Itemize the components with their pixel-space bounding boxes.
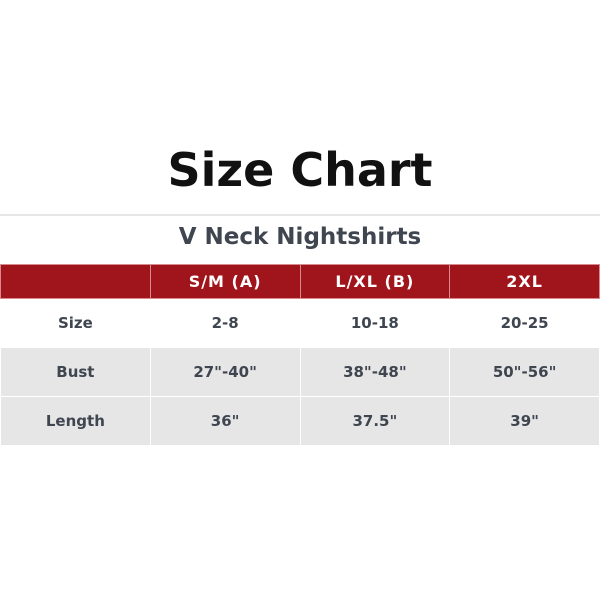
row-label: Size: [0, 298, 151, 348]
size-table: S/M (A) L/XL (B) 2XL Size 2-8 10-18 20-2…: [0, 264, 600, 446]
table-cell: 27"-40": [149, 347, 301, 397]
header-cell: S/M (A): [149, 264, 301, 299]
table-row: Bust 27"-40" 38"-48" 50"-56": [0, 347, 600, 397]
table-header-row: S/M (A) L/XL (B) 2XL: [0, 264, 600, 299]
header-cell: [0, 264, 151, 299]
table-cell: 10-18: [299, 298, 451, 348]
row-label: Length: [0, 396, 151, 446]
table-cell: 50"-56": [449, 347, 600, 397]
page-title: Size Chart: [167, 143, 433, 197]
table-cell: 2-8: [149, 298, 301, 348]
table-cell: 38"-48": [299, 347, 451, 397]
table-cell: 37.5": [299, 396, 451, 446]
header-cell: L/XL (B): [299, 264, 451, 299]
divider: [0, 214, 600, 216]
table-cell: 39": [449, 396, 600, 446]
table-cell: 20-25: [449, 298, 600, 348]
table-cell: 36": [149, 396, 301, 446]
header-cell: 2XL: [449, 264, 600, 299]
table-row: Length 36" 37.5" 39": [0, 396, 600, 446]
row-label: Bust: [0, 347, 151, 397]
product-subtitle: V Neck Nightshirts: [178, 224, 422, 250]
table-row: Size 2-8 10-18 20-25: [0, 298, 600, 348]
